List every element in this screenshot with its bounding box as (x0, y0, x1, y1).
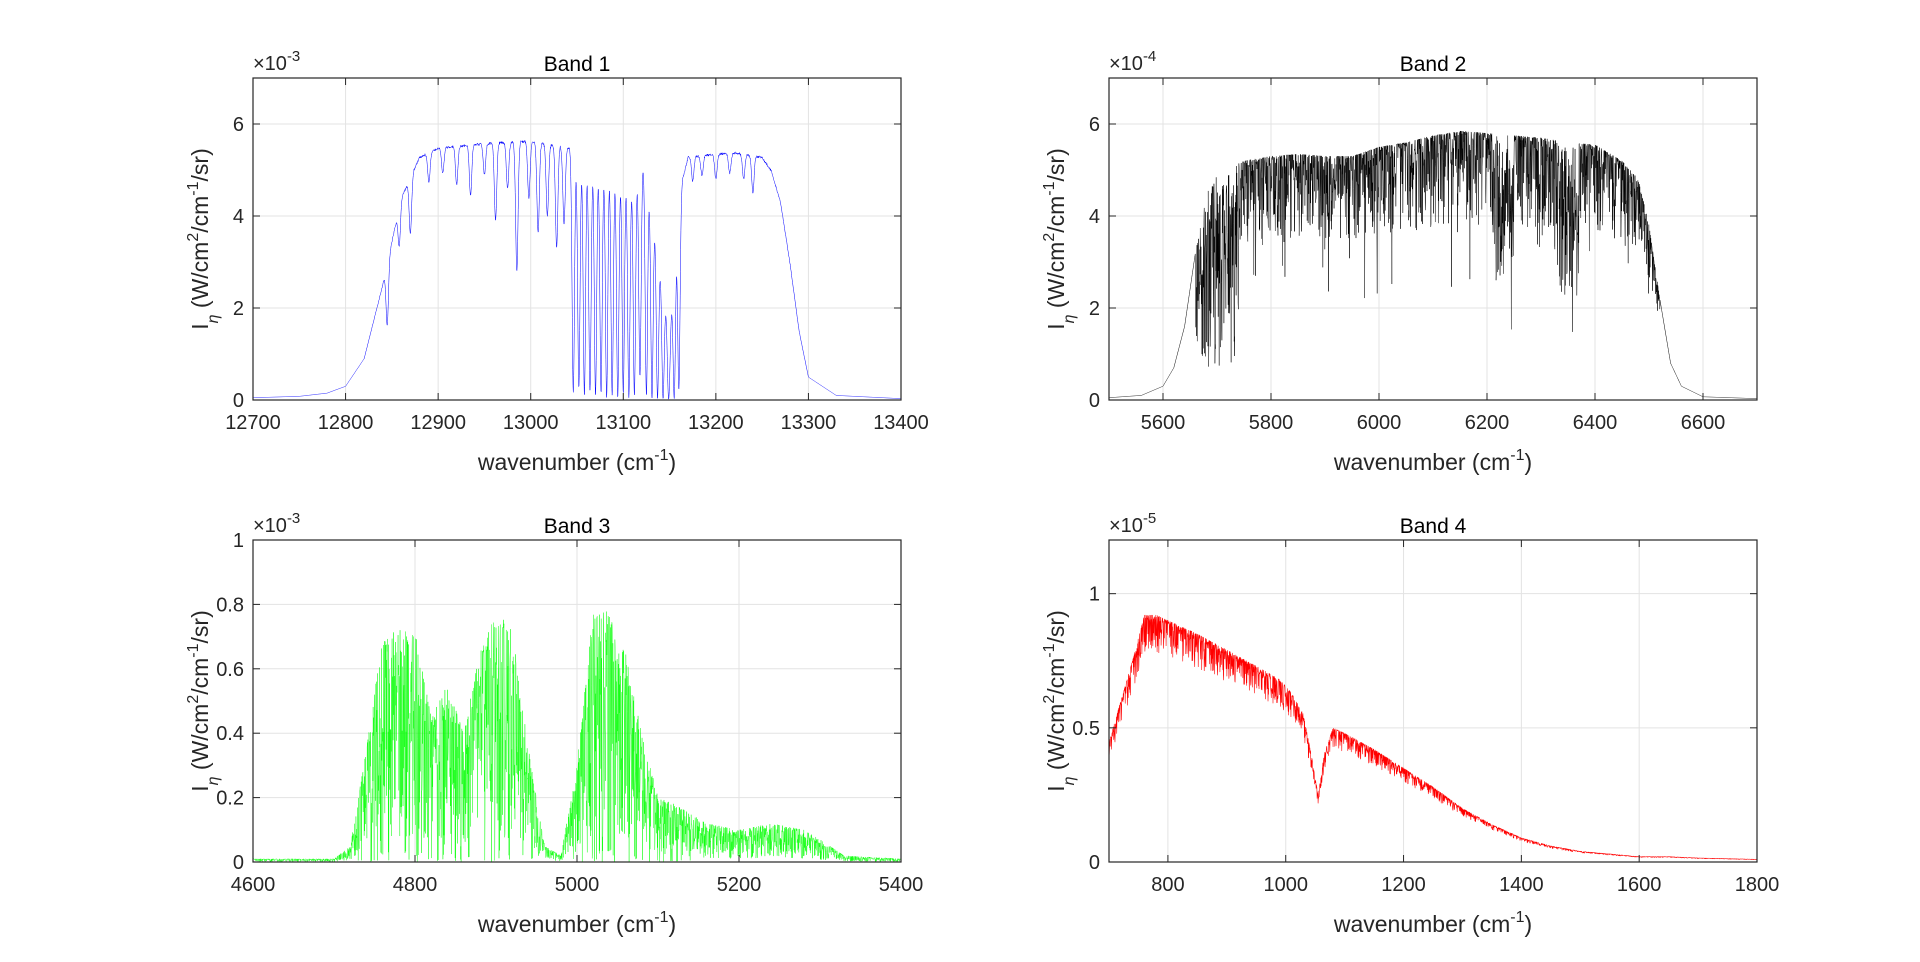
x-tick-label: 12700 (225, 412, 281, 434)
x-axis-label: wavenumber (cm-1) (477, 447, 676, 475)
x-tick-label: 4800 (393, 874, 438, 896)
panel-band-3: 4600 4800 5000 5200 5400 0 0.2 0.4 0.6 0.8 1 Band 3… (185, 510, 923, 937)
series-line (1108, 614, 1758, 860)
y-tick-label: 2 (233, 298, 244, 320)
y-tick-label: 4 (233, 206, 244, 228)
panel-band-1: 12700 12800 12900 13000 13100 13200 13300 13400… (185, 48, 929, 475)
y-exponent-label: ×10-4 (1109, 48, 1156, 75)
y-tick-label: 0.6 (216, 659, 244, 681)
y-tick-label: 0 (1089, 852, 1100, 874)
series-line (252, 140, 901, 400)
x-tick-label: 13000 (503, 412, 559, 434)
x-tick-label: 13100 (595, 412, 651, 434)
x-axis-label: wavenumber (cm-1) (1333, 909, 1532, 937)
x-tick-label: 5800 (1249, 412, 1294, 434)
x-tick-label: 6200 (1465, 412, 1510, 434)
panel-band-2: 5600 5800 6000 6200 6400 6600 0 2 4 6 Band 2 ×10-4 w… (1041, 48, 1758, 475)
y-axis-label: Iη (W/cm2/cm-1/sr) (1041, 610, 1078, 792)
chart-title: Band 3 (544, 515, 611, 538)
y-tick-label: 0 (233, 390, 244, 412)
x-tick-label: 5000 (555, 874, 600, 896)
y-tick-label: 0 (233, 852, 244, 874)
x-tick-label: 12900 (410, 412, 466, 434)
y-tick-label: 0.4 (216, 723, 244, 745)
x-tick-label: 5600 (1141, 412, 1186, 434)
x-tick-label: 1400 (1499, 874, 1544, 896)
x-tick-label: 6400 (1573, 412, 1618, 434)
y-tick-label: 4 (1089, 206, 1100, 228)
y-exponent-label: ×10-5 (1109, 510, 1156, 537)
x-tick-label: 1600 (1617, 874, 1662, 896)
y-tick-label: 0 (1089, 390, 1100, 412)
x-tick-label: 4600 (231, 874, 276, 896)
chart-title: Band 1 (544, 53, 611, 76)
axes-box (1108, 539, 1758, 863)
x-tick-label: 12800 (318, 412, 374, 434)
x-tick-label: 13300 (781, 412, 837, 434)
y-tick-label: 0.2 (216, 788, 244, 810)
series-line (252, 611, 901, 863)
y-axis-label: Iη (W/cm2/cm-1/sr) (185, 148, 222, 330)
axes-box (1108, 77, 1758, 401)
series-line (1108, 130, 1758, 399)
panel-band-4: 800 1000 1200 1400 1600 1800 0 0.5 1 Band 4 ×10-5 w… (1041, 510, 1779, 937)
x-tick-label: 1200 (1381, 874, 1426, 896)
x-tick-label: 1000 (1263, 874, 1308, 896)
y-tick-label: 1 (1089, 584, 1100, 606)
y-tick-label: 6 (233, 114, 244, 136)
y-tick-label: 0.5 (1072, 718, 1100, 740)
x-tick-label: 5400 (879, 874, 924, 896)
y-tick-label: 1 (233, 530, 244, 552)
x-tick-label: 5200 (717, 874, 762, 896)
axes-box (252, 77, 902, 401)
x-axis-label: wavenumber (cm-1) (477, 909, 676, 937)
y-tick-label: 6 (1089, 114, 1100, 136)
y-exponent-label: ×10-3 (253, 48, 300, 75)
x-tick-label: 1800 (1735, 874, 1780, 896)
panels: 12700 12800 12900 13000 13100 13200 13300 13400… (185, 48, 1779, 937)
chart-title: Band 2 (1400, 53, 1467, 76)
x-axis-label: wavenumber (cm-1) (1333, 447, 1532, 475)
plot-area (1109, 540, 1757, 862)
y-tick-label: 2 (1089, 298, 1100, 320)
y-axis-label: Iη (W/cm2/cm-1/sr) (185, 610, 222, 792)
x-tick-label: 6600 (1681, 412, 1726, 434)
x-tick-label: 6000 (1357, 412, 1402, 434)
x-tick-label: 800 (1151, 874, 1184, 896)
chart-title: Band 4 (1400, 515, 1467, 538)
y-tick-label: 0.8 (216, 594, 244, 616)
y-axis-label: Iη (W/cm2/cm-1/sr) (1041, 148, 1078, 330)
x-tick-label: 13400 (873, 412, 929, 434)
x-tick-label: 13200 (688, 412, 744, 434)
y-exponent-label: ×10-3 (253, 510, 300, 537)
